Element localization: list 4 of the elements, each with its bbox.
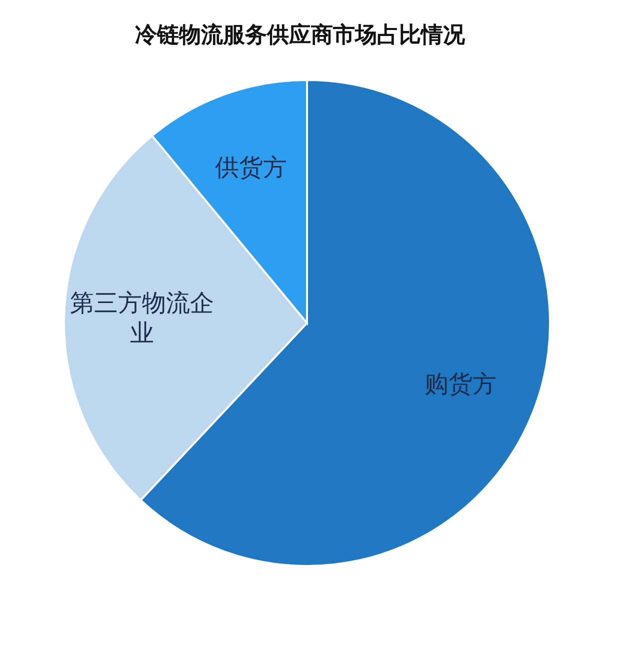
slice-label: 第三方物流企业 [70,288,214,347]
chart-title: 冷链物流服务供应商市场占比情况 [134,22,466,50]
slice-label: 供货方 [215,154,288,182]
slice-label: 购货方 [424,370,497,398]
